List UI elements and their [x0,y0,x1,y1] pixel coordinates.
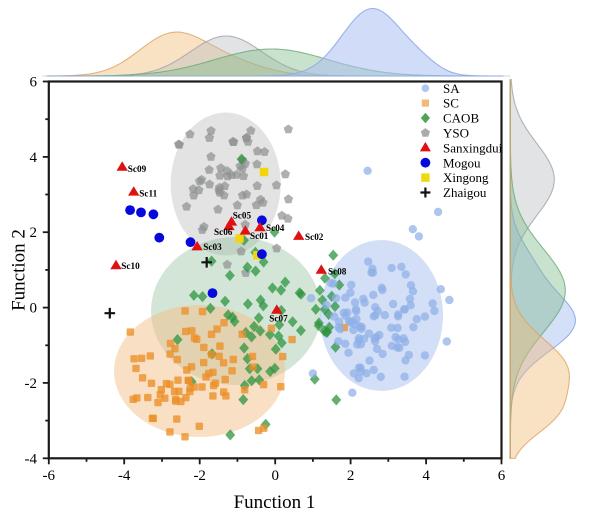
svg-text:Sc11: Sc11 [139,189,157,199]
svg-text:Sc04: Sc04 [266,223,285,233]
svg-text:2: 2 [30,225,38,241]
svg-text:Sc05: Sc05 [233,211,252,221]
svg-text:Sc08: Sc08 [328,267,347,277]
svg-text:-4: -4 [118,468,131,484]
svg-text:Sanxingdui: Sanxingdui [443,140,503,155]
svg-text:Sc09: Sc09 [128,164,147,174]
svg-text:SA: SA [443,81,460,96]
svg-text:0: 0 [271,468,279,484]
svg-text:Sc10: Sc10 [121,261,140,271]
svg-text:Sc01: Sc01 [250,231,269,241]
svg-text:YSO: YSO [443,126,469,141]
svg-text:0: 0 [30,301,38,317]
svg-text:Sc07: Sc07 [269,314,288,324]
svg-text:-6: -6 [43,468,56,484]
svg-text:SC: SC [443,96,459,111]
svg-text:2: 2 [347,468,355,484]
svg-text:-2: -2 [25,376,38,392]
svg-text:4: 4 [422,468,430,484]
svg-text:-4: -4 [25,451,38,467]
svg-text:Xingong: Xingong [443,170,489,185]
svg-text:6: 6 [30,75,38,91]
svg-text:Sc02: Sc02 [305,232,324,242]
svg-text:6: 6 [498,468,506,484]
svg-text:Function 2: Function 2 [9,229,30,311]
svg-text:Sc06: Sc06 [214,227,233,237]
svg-text:-2: -2 [193,468,206,484]
svg-text:Sc03: Sc03 [203,242,222,252]
svg-text:Mogou: Mogou [443,155,481,170]
svg-text:4: 4 [30,150,38,166]
svg-text:Function 1: Function 1 [234,492,316,513]
svg-text:Zhaigou: Zhaigou [443,185,487,200]
svg-text:CAOB: CAOB [443,111,479,126]
